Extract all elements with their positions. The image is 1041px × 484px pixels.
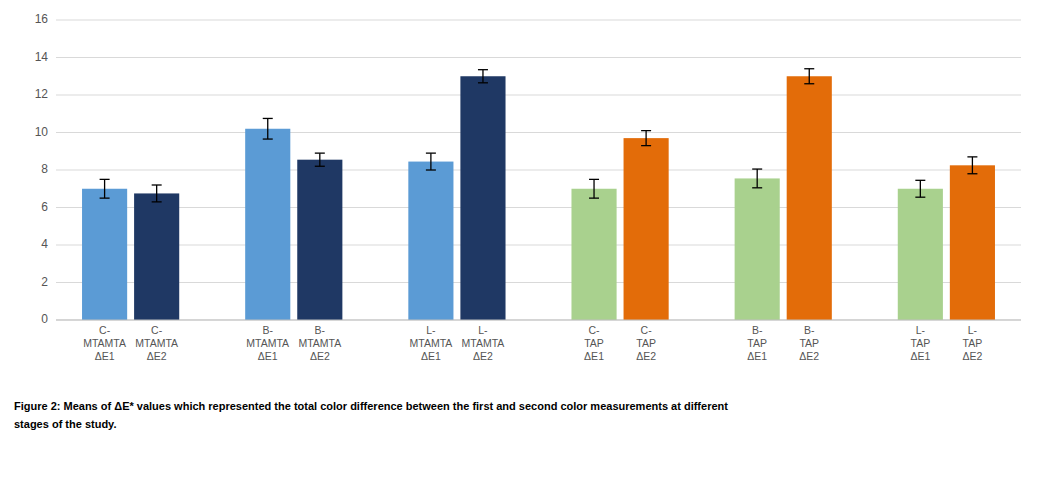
bars [82,69,995,320]
grid-line [56,57,1021,58]
y-tick-label: 2 [41,275,48,289]
grid-line [56,170,1021,171]
y-tick-labels: 0 2 4 6 8 10 12 14 16 [35,12,49,326]
error-bar [967,157,977,174]
bar [82,189,127,320]
x-tick-labels: C-MTAMTAΔE1C-MTAMTAΔE2 B-MTAMTAΔE1B-MTAMT… [83,324,982,362]
grid-line [56,207,1021,208]
y-tick-label: 16 [35,12,49,26]
x-tick-label: L-MTAMTAΔE2 [462,324,505,362]
caption-line: Figure 2: Means of ΔE* values which repr… [14,400,728,412]
x-axis-line [56,320,1021,321]
x-tick-label: B-MTAMTAΔE2 [298,324,341,362]
error-bar [915,180,925,197]
bar [134,193,179,320]
x-tick-label: C-TAPΔE1 [584,324,604,362]
error-bar [641,131,651,146]
x-tick-label: L-MTAMTAΔE1 [410,324,453,362]
error-bar [100,179,110,198]
bar [787,76,832,320]
grid-line [56,95,1021,96]
x-tick-label: C-TAPΔE2 [636,324,656,362]
bar [898,189,943,320]
error-bar [804,69,814,84]
bar [408,162,453,320]
grid [56,20,1021,320]
error-bar [263,118,273,139]
bar [297,160,342,320]
error-bar [589,179,599,198]
error-bar [426,153,436,170]
caption: Figure 2: Means of ΔE* values which repr… [14,400,728,430]
grid-line [56,282,1021,283]
error-bar [752,169,762,188]
x-tick-label: L-TAPΔE1 [910,324,930,362]
y-tick-label: 12 [35,87,49,101]
y-tick-label: 8 [41,162,48,176]
caption-line: stages of the study. [14,418,116,430]
grid-line [56,245,1021,246]
x-tick-label: B-TAPΔE2 [799,324,819,362]
x-tick-label: C-MTAMTAΔE2 [135,324,178,362]
grid-line [56,132,1021,133]
grid-line [56,20,1021,21]
error-bar [315,153,325,166]
x-tick-label: L-TAPΔE2 [962,324,982,362]
bar [624,138,669,320]
error-bar [152,185,162,202]
error-bar [478,70,488,83]
chart-container: 0 2 4 6 8 10 12 14 16 C-MTAMTAΔE1C-MTAMTAΔE2 B-MTA… [0,0,1041,484]
y-tick-label: 10 [35,125,49,139]
x-tick-label: C-MTAMTAΔE1 [83,324,126,362]
y-tick-label: 14 [35,50,49,64]
chart-svg: 0 2 4 6 8 10 12 14 16 C-MTAMTAΔE1C-MTAMTAΔE2 B-MTA… [0,0,1041,484]
y-tick-label: 0 [41,312,48,326]
bar [735,178,780,320]
y-tick-label: 6 [41,200,48,214]
bar [245,129,290,320]
bar [460,76,505,320]
bar [950,165,995,320]
x-tick-label: B-TAPΔE1 [747,324,767,362]
grid-line [56,320,1021,321]
bar [571,189,616,320]
x-tick-label: B-MTAMTAΔE1 [246,324,289,362]
y-tick-label: 4 [41,237,48,251]
